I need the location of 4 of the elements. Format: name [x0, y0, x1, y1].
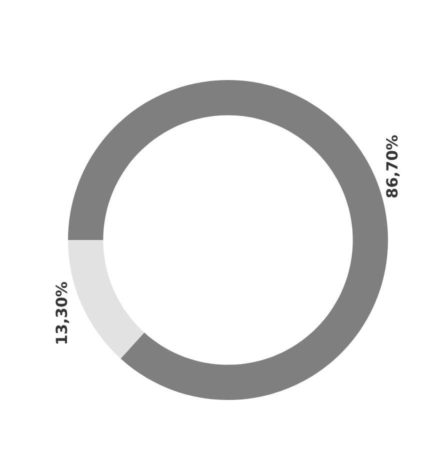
donut-slice [68, 240, 144, 359]
donut-slice [68, 80, 388, 400]
data-label: 13,30% [56, 282, 70, 344]
data-label: 86,70% [386, 135, 400, 198]
